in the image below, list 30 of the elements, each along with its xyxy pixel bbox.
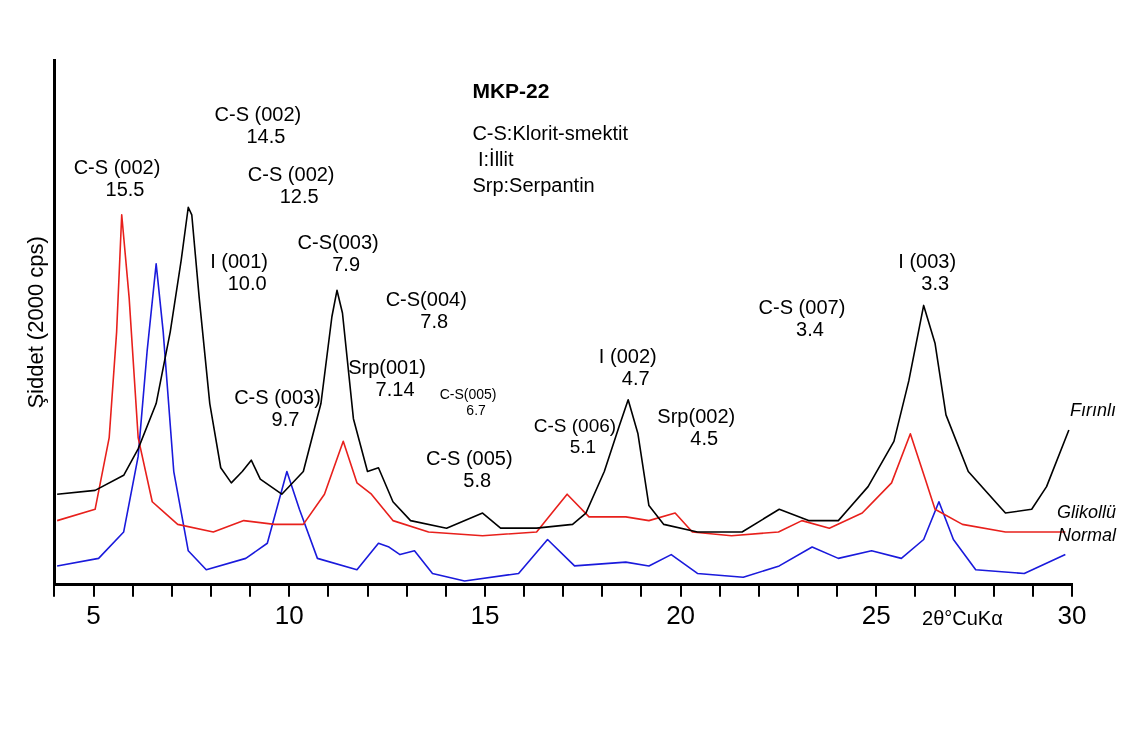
series-label: Glikollü — [1056, 501, 1116, 522]
annotation: I (001) 10.0 — [210, 250, 269, 295]
annotation: C-S (006) 5.1 — [533, 414, 617, 457]
annotation: C-S (002) 12.5 — [247, 163, 335, 208]
annotation: C-S (003) 9.7 — [234, 386, 321, 431]
x-tick-label: 10 — [274, 599, 304, 630]
x-tick-label: 20 — [666, 599, 696, 630]
annotation: C-S (005) 5.8 — [425, 446, 513, 491]
annotation: Srp(002) 4.5 — [657, 405, 736, 450]
annotation: Srp(001) 7.14 — [348, 356, 426, 401]
series-label: Normal — [1057, 524, 1117, 545]
series-label: Fırınlı — [1069, 400, 1116, 420]
text: I:İllit — [472, 148, 514, 170]
y-axis-title: Şiddet (2000 cps) — [23, 236, 49, 409]
text: C-S (002) 14.5 — [214, 103, 302, 148]
chart-title: MKP-22 — [472, 79, 550, 102]
annotation: C-S (007) 3.4 — [758, 295, 846, 340]
text: C-S:Klorit-smektit — [472, 122, 629, 144]
annotation: I (002) 4.7 — [598, 344, 657, 389]
text: Srp:Serpantin — [472, 174, 595, 196]
annotation: C-S(004) 7.8 — [385, 288, 467, 333]
x-tick-label: 30 — [1057, 599, 1087, 630]
text: C-S (002) 15.5 — [73, 155, 161, 200]
x-axis-title: 2θ°CuKα — [922, 606, 1003, 629]
x-tick-label: 5 — [86, 599, 101, 630]
x-tick-label: 25 — [861, 599, 891, 630]
annotation: I (003) 3.3 — [898, 250, 957, 295]
annotation: C-S(003) 7.9 — [297, 231, 379, 276]
x-tick-label: 15 — [470, 599, 500, 630]
annotation: C-S(005) 6.7 — [439, 385, 497, 418]
